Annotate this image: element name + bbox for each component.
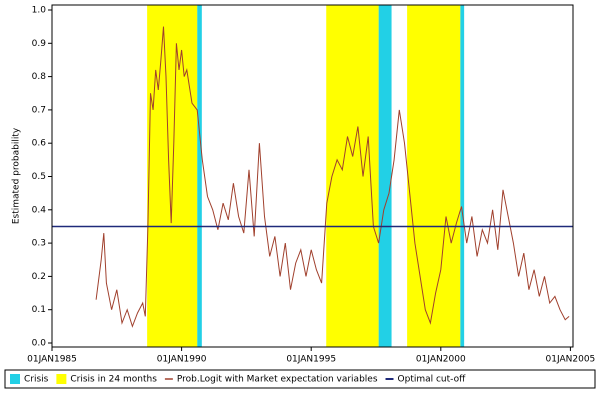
legend-label: Optimal cut-off xyxy=(398,375,467,385)
band xyxy=(407,5,461,347)
y-tick-label: 0.3 xyxy=(32,239,46,249)
band xyxy=(378,5,392,347)
x-tick-label: 01JAN2000 xyxy=(416,355,466,365)
legend-label: Crisis in 24 months xyxy=(70,375,157,385)
band xyxy=(147,5,198,347)
y-tick-label: 0.5 xyxy=(32,172,46,182)
y-tick-label: 0.2 xyxy=(32,272,46,282)
series-line xyxy=(95,26,570,328)
band xyxy=(326,5,379,347)
legend-swatch xyxy=(10,374,20,384)
legend-label: Crisis xyxy=(24,375,49,385)
y-tick-label: 0.4 xyxy=(32,205,47,215)
y-tick-label: 0.7 xyxy=(32,105,46,115)
band xyxy=(460,5,465,347)
band xyxy=(197,5,202,347)
x-tick-label: 01JAN1995 xyxy=(286,355,336,365)
x-tick-label: 01JAN1985 xyxy=(27,355,77,365)
y-axis-label: Estimated probability xyxy=(12,127,22,224)
x-tick-label: 01JAN1990 xyxy=(157,355,207,365)
plot-frame xyxy=(51,4,574,348)
y-tick-label: 0.9 xyxy=(32,39,47,49)
y-tick-label: 1.0 xyxy=(32,5,47,15)
legend-box xyxy=(4,369,596,389)
y-tick-label: 0.6 xyxy=(32,139,47,149)
x-tick-label: 01JAN2005 xyxy=(546,355,596,365)
legend-swatch xyxy=(56,374,67,384)
legend-label: Prob.Logit with Market expectation varia… xyxy=(177,375,378,385)
y-tick-label: 0.8 xyxy=(32,72,47,82)
y-tick-label: 0.1 xyxy=(32,305,46,315)
y-tick-label: 0.0 xyxy=(32,339,47,349)
